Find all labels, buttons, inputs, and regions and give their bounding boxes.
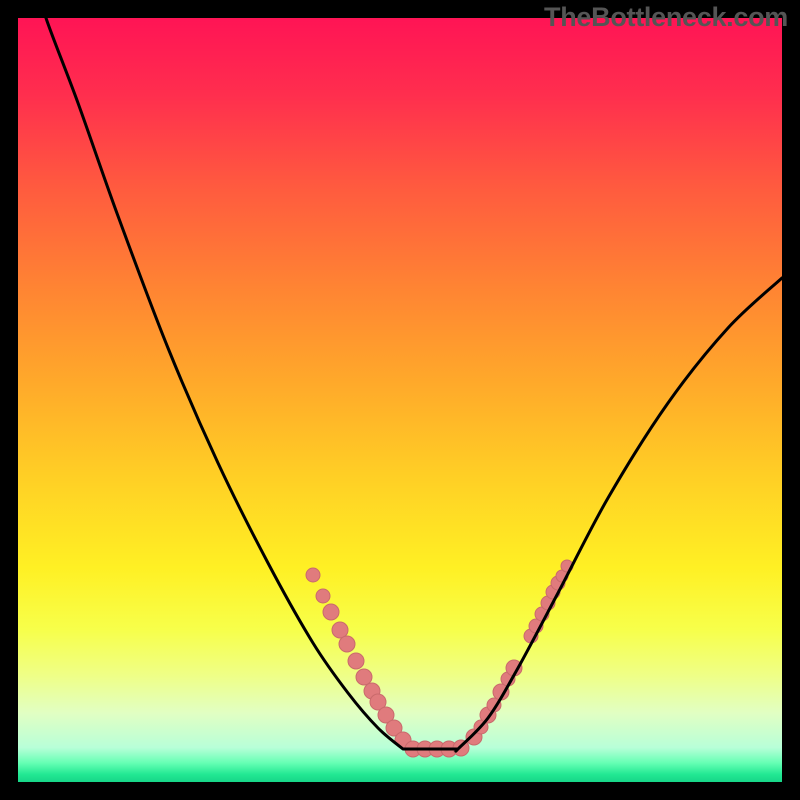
data-marker <box>348 653 364 669</box>
data-marker <box>306 568 320 582</box>
chart-container: TheBottleneck.com <box>0 0 800 800</box>
gradient-background <box>18 18 782 782</box>
data-marker <box>316 589 330 603</box>
watermark-text: TheBottleneck.com <box>544 2 788 33</box>
data-marker <box>332 622 348 638</box>
data-marker <box>356 669 372 685</box>
data-marker <box>339 636 355 652</box>
data-marker <box>323 604 339 620</box>
bottleneck-chart <box>0 0 800 800</box>
